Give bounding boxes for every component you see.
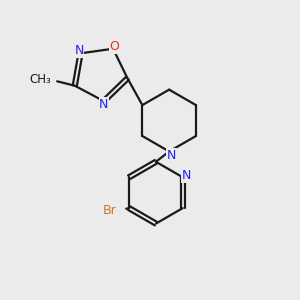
Text: N: N bbox=[99, 98, 109, 111]
Text: N: N bbox=[167, 148, 176, 161]
Text: O: O bbox=[110, 40, 119, 53]
Text: N: N bbox=[182, 169, 191, 182]
Text: N: N bbox=[74, 44, 84, 58]
Text: CH₃: CH₃ bbox=[29, 73, 51, 86]
Text: Br: Br bbox=[103, 204, 117, 217]
